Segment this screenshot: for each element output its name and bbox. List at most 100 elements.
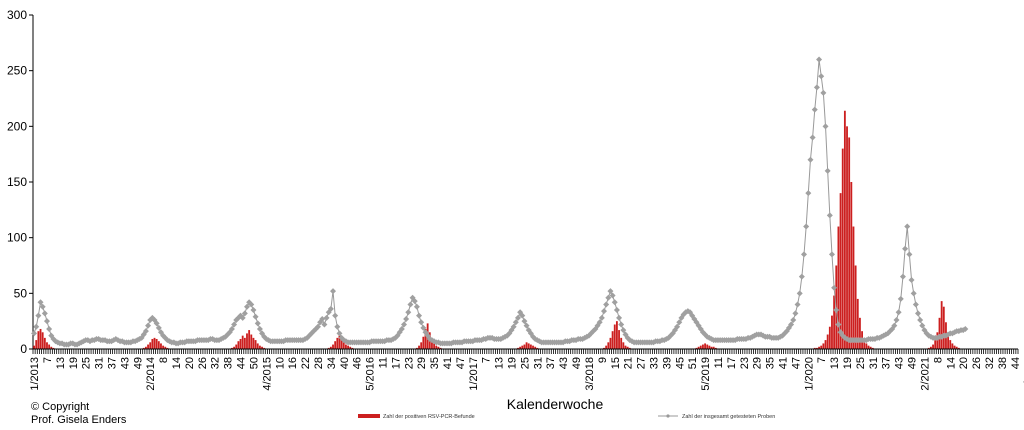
x-tick-label: 22 — [300, 357, 312, 369]
samples-point — [906, 251, 913, 258]
samples-point — [891, 322, 898, 329]
rsv-bar — [243, 337, 246, 349]
rsv-bar — [338, 335, 341, 349]
rsv-bar — [46, 342, 48, 349]
rsv-bar — [833, 295, 836, 349]
samples-point — [914, 310, 921, 317]
rsv-bar — [938, 317, 941, 349]
rsv-bar — [706, 344, 709, 349]
samples-point — [231, 321, 238, 328]
samples-point — [824, 167, 831, 174]
rsv-bar — [708, 345, 711, 349]
samples-point — [239, 314, 246, 321]
rsv-bar — [435, 345, 438, 349]
rsv-bar — [628, 347, 631, 349]
x-tick-label: 50 — [248, 357, 260, 369]
x-tick-label: 38 — [997, 357, 1009, 369]
x-tick-label: 35 — [765, 357, 777, 369]
rsv-bar — [254, 340, 257, 349]
rsv-bar — [613, 324, 616, 349]
samples-point — [831, 284, 838, 291]
rsv-bar — [41, 332, 44, 349]
rsv-bar — [50, 346, 53, 349]
x-tick-label: 2/2021 — [919, 357, 931, 391]
rsv-bar — [622, 342, 625, 349]
samples-point — [519, 312, 526, 319]
x-axis-title: Kalenderwoche — [507, 396, 604, 412]
copyright-notice: © Copyright Prof. Gisela Enders — [31, 401, 126, 427]
x-tick-label: 14 — [945, 357, 957, 369]
rsv-bar — [258, 345, 261, 349]
rsv-bar — [48, 344, 51, 349]
samples-point — [600, 308, 607, 315]
rsv-bar — [695, 347, 698, 349]
x-tick-label: 19 — [842, 357, 854, 369]
rsv-bar — [162, 345, 165, 349]
x-tick-label: 40 — [339, 357, 351, 369]
x-tick-label: 31 — [532, 357, 544, 369]
rsv-bar — [237, 341, 240, 349]
rsv-bar — [418, 345, 420, 349]
rsv-bar — [710, 346, 713, 349]
x-tick-label: 34 — [326, 357, 338, 369]
samples-point — [254, 320, 261, 327]
samples-point — [521, 318, 528, 325]
samples-point — [805, 190, 812, 197]
rsv-bar — [822, 343, 825, 349]
samples-point — [895, 309, 902, 316]
x-tick-label: 4/2022 — [1023, 357, 1024, 391]
rsv-bar — [714, 347, 717, 349]
rsv-bar — [947, 333, 950, 349]
samples-point — [403, 315, 410, 322]
samples-point — [917, 317, 924, 324]
x-tick-label: 27 — [636, 357, 648, 369]
x-tick-label: 39 — [661, 357, 673, 369]
samples-point — [514, 314, 521, 321]
rsv-bar — [33, 345, 35, 349]
rsv-bar — [43, 337, 46, 349]
rsv-bar — [424, 328, 427, 349]
rsv-bar — [235, 344, 238, 349]
y-tick-label: 250 — [7, 64, 27, 78]
legend-line-label: Zahl der insgesamt getesteten Proben — [682, 414, 775, 420]
rsv-bar — [155, 338, 158, 349]
samples-point — [43, 318, 50, 325]
x-tick-label: 45 — [674, 357, 686, 369]
samples-point — [818, 73, 825, 80]
rsv-bar — [852, 226, 855, 349]
rsv-bar — [433, 343, 436, 349]
samples-point — [398, 325, 405, 332]
rsv-bar — [818, 346, 820, 349]
rsv-bar — [160, 343, 162, 349]
rsv-bar — [699, 345, 702, 349]
rsv-bar — [839, 193, 842, 349]
samples-point — [620, 327, 627, 334]
x-tick-label: 8 — [158, 357, 170, 363]
samples-point — [618, 321, 625, 328]
rsv-bar — [517, 347, 519, 349]
copyright-author: Prof. Gisela Enders — [31, 414, 127, 426]
samples-point — [807, 156, 814, 163]
rsv-bar — [349, 346, 352, 349]
rsv-bar — [37, 331, 40, 349]
samples-point — [613, 307, 620, 314]
samples-point — [912, 301, 919, 308]
samples-point — [319, 315, 326, 322]
rsv-bar — [831, 315, 833, 349]
samples-point — [835, 321, 842, 328]
x-tick-label: 31 — [94, 357, 106, 369]
rsv-bar — [953, 345, 956, 349]
samples-point — [828, 251, 835, 258]
rsv-bar — [955, 346, 958, 349]
samples-point — [611, 299, 618, 306]
x-tick-label: 9 — [597, 357, 609, 363]
samples-point — [788, 321, 795, 328]
x-tick-label: 13 — [494, 357, 506, 369]
x-tick-label: 20 — [958, 357, 970, 369]
x-tick-label: 47 — [790, 357, 802, 369]
rsv-bar — [607, 342, 610, 349]
x-tick-label: 46 — [352, 357, 364, 369]
rsv-bar — [854, 265, 857, 349]
rsv-bar — [865, 343, 868, 349]
rsv-bar — [153, 337, 156, 349]
